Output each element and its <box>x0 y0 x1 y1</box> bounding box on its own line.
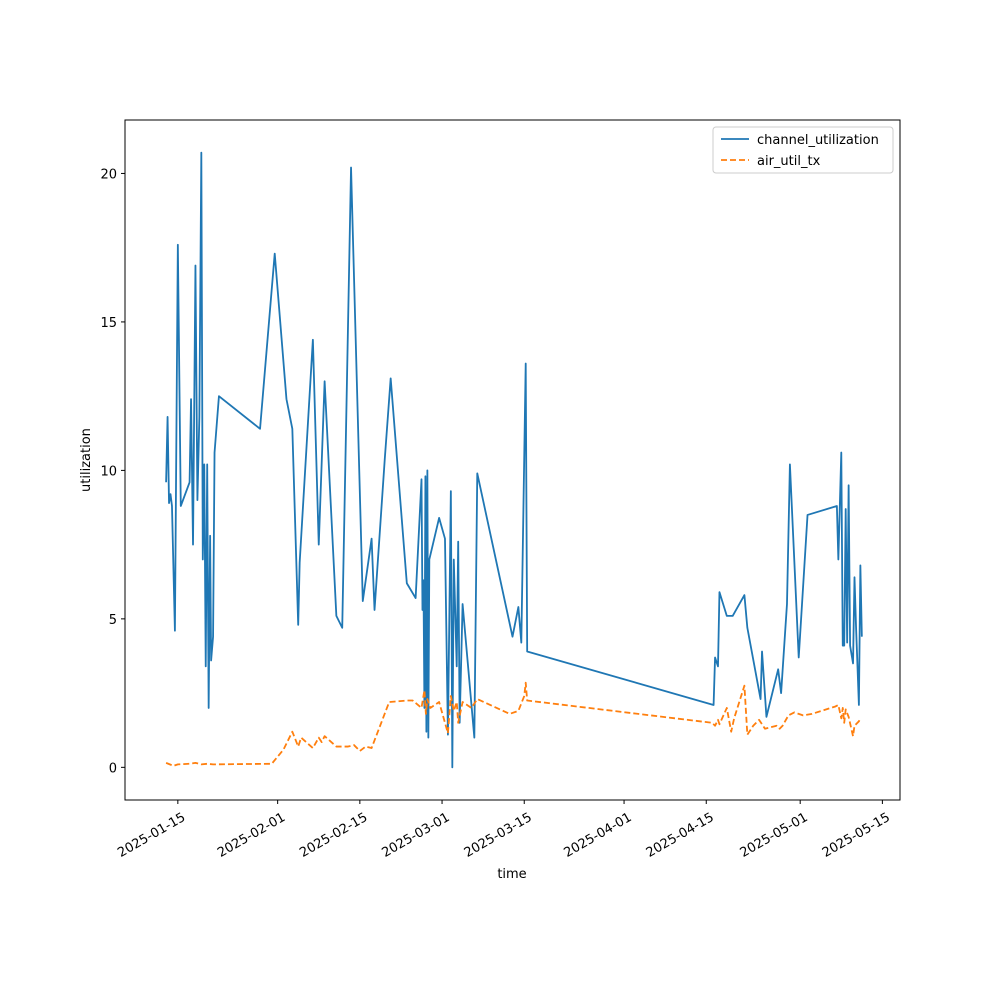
x-axis-label: time <box>497 867 526 882</box>
y-axis-ticks: 0 5 10 15 20 <box>100 167 125 776</box>
legend-label-channel-utilization: channel_utilization <box>757 133 879 148</box>
y-tick-label: 10 <box>100 464 117 479</box>
y-tick-label: 0 <box>109 761 117 776</box>
series-line-channel-utilization <box>165 151 863 769</box>
y-tick-label: 15 <box>100 316 117 331</box>
y-tick-label: 20 <box>100 167 117 182</box>
legend-label-air-util-tx: air_util_tx <box>757 154 821 169</box>
series-line-air-util-tx <box>165 681 862 767</box>
plot-frame <box>124 119 901 801</box>
plot-lines <box>165 151 863 769</box>
y-tick-label: 5 <box>109 613 117 628</box>
legend: channel_utilization air_util_tx <box>712 126 894 174</box>
y-axis-label: utilization <box>79 428 94 492</box>
legend-box <box>712 126 894 174</box>
